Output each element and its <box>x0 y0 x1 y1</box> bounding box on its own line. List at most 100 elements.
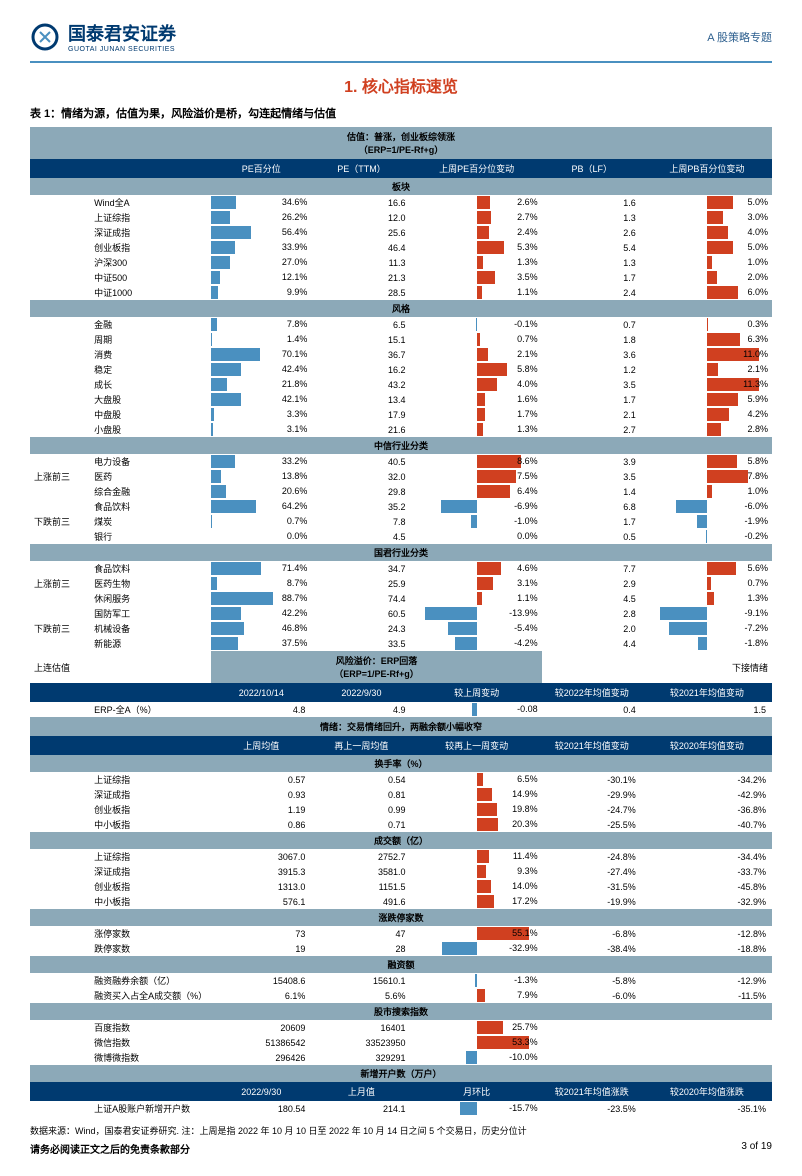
cell: 16.2 <box>311 362 411 377</box>
main-table: 估值：普涨，创业板综领涨 （ERP=1/PE-Rf+g） PE百分位 PE（TT… <box>30 127 772 1116</box>
col-header-row: PE百分位 PE（TTM） 上周PE百分位变动 PB（LF） 上周PB百分位变动 <box>30 159 772 178</box>
doc-type: A 股策略专题 <box>707 29 772 45</box>
cell: 33.5 <box>311 636 411 651</box>
subsection-guojun: 国君行业分类 <box>30 544 772 561</box>
cell: 60.5 <box>311 606 411 621</box>
bar-cell: -0.1% <box>412 317 542 332</box>
col-header: 较再上一周变动 <box>412 736 542 755</box>
bar-cell: -1.0% <box>412 514 542 529</box>
bar-cell: 2.0% <box>642 270 772 285</box>
data-row: 新能源37.5%33.5-4.2%4.4-1.8% <box>30 636 772 651</box>
row-name: 创业板指 <box>90 240 211 255</box>
cell: 13.4 <box>311 392 411 407</box>
pct-cell: 56.4% <box>211 225 311 240</box>
col-header: 再上一周均值 <box>311 736 411 755</box>
row-name: Wind全A <box>90 195 211 210</box>
row-name: 百度指数 <box>90 1020 211 1035</box>
section1-header: 估值：普涨，创业板综领涨 （ERP=1/PE-Rf+g） <box>30 127 772 159</box>
cell: 36.7 <box>311 347 411 362</box>
pct-cell: 20.6% <box>211 484 311 499</box>
bar-cell: 1.0% <box>642 484 772 499</box>
footer-disclaimer: 请务必阅读正文之后的免责条款部分 <box>30 1141 190 1156</box>
bar-cell: -7.2% <box>642 621 772 636</box>
table-caption: 表 1：情绪为源，估值为果，风险溢价是桥，勾连起情绪与估值 <box>30 105 772 121</box>
pct-cell: 3.1% <box>211 422 311 437</box>
row-name: 创业板指 <box>90 879 211 894</box>
cell: 21.6 <box>311 422 411 437</box>
cell: 1.7 <box>542 514 642 529</box>
pct-cell: 21.8% <box>211 377 311 392</box>
bar-cell: 1.7% <box>412 407 542 422</box>
col-header: PE（TTM） <box>311 159 411 178</box>
row-name: 中小板指 <box>90 894 211 909</box>
bar-cell: 4.6% <box>412 561 542 576</box>
bar-cell: 2.6% <box>412 195 542 210</box>
bar-cell: 4.0% <box>642 225 772 240</box>
cell: 6.8 <box>542 499 642 514</box>
page-number: 3 of 19 <box>741 1141 772 1156</box>
col-header: 上周PB百分位变动 <box>642 159 772 178</box>
cell: 46.4 <box>311 240 411 255</box>
bar-cell: 3.5% <box>412 270 542 285</box>
data-row: 大盘股42.1%13.41.6%1.75.9% <box>30 392 772 407</box>
bar-cell: 2.4% <box>412 225 542 240</box>
bar-cell: 1.0% <box>642 255 772 270</box>
bar-cell: 5.0% <box>642 240 772 255</box>
cell: 1.3 <box>542 255 642 270</box>
row-name: 中证500 <box>90 270 211 285</box>
cell: 3.9 <box>542 454 642 469</box>
bar-cell: 19.8% <box>412 802 542 817</box>
data-row: 下跌前三国防军工42.2%60.5-13.9%2.8-9.1% <box>30 606 772 621</box>
data-row: 中证10009.9%28.51.1%2.46.0% <box>30 285 772 300</box>
cell: 15.1 <box>311 332 411 347</box>
data-row: 深证成指0.930.8114.9%-29.9%-42.9% <box>30 787 772 802</box>
data-row: 上证综指26.2%12.02.7%1.33.0% <box>30 210 772 225</box>
col-header: 较2020年均值涨跌 <box>642 1082 772 1101</box>
bar-cell: -10.0% <box>412 1050 542 1065</box>
data-row: 涨停家数734755.1%-6.8%-12.8% <box>30 926 772 941</box>
bar-cell: 7.9% <box>412 988 542 1003</box>
data-row: 深证成指3915.33581.09.3%-27.4%-33.7% <box>30 864 772 879</box>
cell: 4.4 <box>542 636 642 651</box>
data-row: 微信指数513865423352395053.3% <box>30 1035 772 1050</box>
row-name: 新能源 <box>90 636 211 651</box>
bar-cell: -15.7% <box>412 1101 542 1116</box>
cell: 5.4 <box>542 240 642 255</box>
bar-cell: 5.9% <box>642 392 772 407</box>
row-name: 微信指数 <box>90 1035 211 1050</box>
cell: 2.4 <box>542 285 642 300</box>
logo-en: GUOTAI JUNAN SECURITIES <box>68 46 176 53</box>
sentiment-header: 情绪：交易情绪回升，两融余额小幅收窄 <box>30 717 772 736</box>
bar-cell: 17.2% <box>412 894 542 909</box>
pct-cell: 26.2% <box>211 210 311 225</box>
cell: 12.0 <box>311 210 411 225</box>
data-row: 成长21.8%43.24.0%3.511.3% <box>30 377 772 392</box>
group-label: 下跌前三 <box>30 606 90 651</box>
data-row: 金融7.8%6.5-0.1%0.70.3% <box>30 317 772 332</box>
cell: 2.9 <box>542 576 642 591</box>
pct-cell: 9.9% <box>211 285 311 300</box>
cell: 17.9 <box>311 407 411 422</box>
data-row: 上证综指0.570.546.5%-30.1%-34.2% <box>30 772 772 787</box>
bar-cell: 11.0% <box>642 347 772 362</box>
row-name: 消费 <box>90 347 211 362</box>
data-row: 微博微指数296426329291-10.0% <box>30 1050 772 1065</box>
group-label: 上涨前三 <box>30 561 90 606</box>
bar-cell: -0.08 <box>412 702 542 717</box>
cell: 4.5 <box>311 529 411 544</box>
col-header: 2022/9/30 <box>211 1082 311 1101</box>
logo: 国泰君安证券 GUOTAI JUNAN SECURITIES <box>30 20 176 53</box>
col-header: 上周均值 <box>211 736 311 755</box>
data-row: 银行0.0%4.50.0%0.5-0.2% <box>30 529 772 544</box>
subsection: 融资额 <box>30 956 772 973</box>
bar-cell: 5.8% <box>412 362 542 377</box>
data-row: 百度指数206091640125.7% <box>30 1020 772 1035</box>
bar-cell: 0.3% <box>642 317 772 332</box>
row-name: ERP-全A（%） <box>90 702 211 717</box>
bar-cell: 1.6% <box>412 392 542 407</box>
bar-cell: 5.6% <box>642 561 772 576</box>
row-name: 机械设备 <box>90 621 211 636</box>
cell: 1.6 <box>542 195 642 210</box>
cell: 43.2 <box>311 377 411 392</box>
cell: 40.5 <box>311 454 411 469</box>
